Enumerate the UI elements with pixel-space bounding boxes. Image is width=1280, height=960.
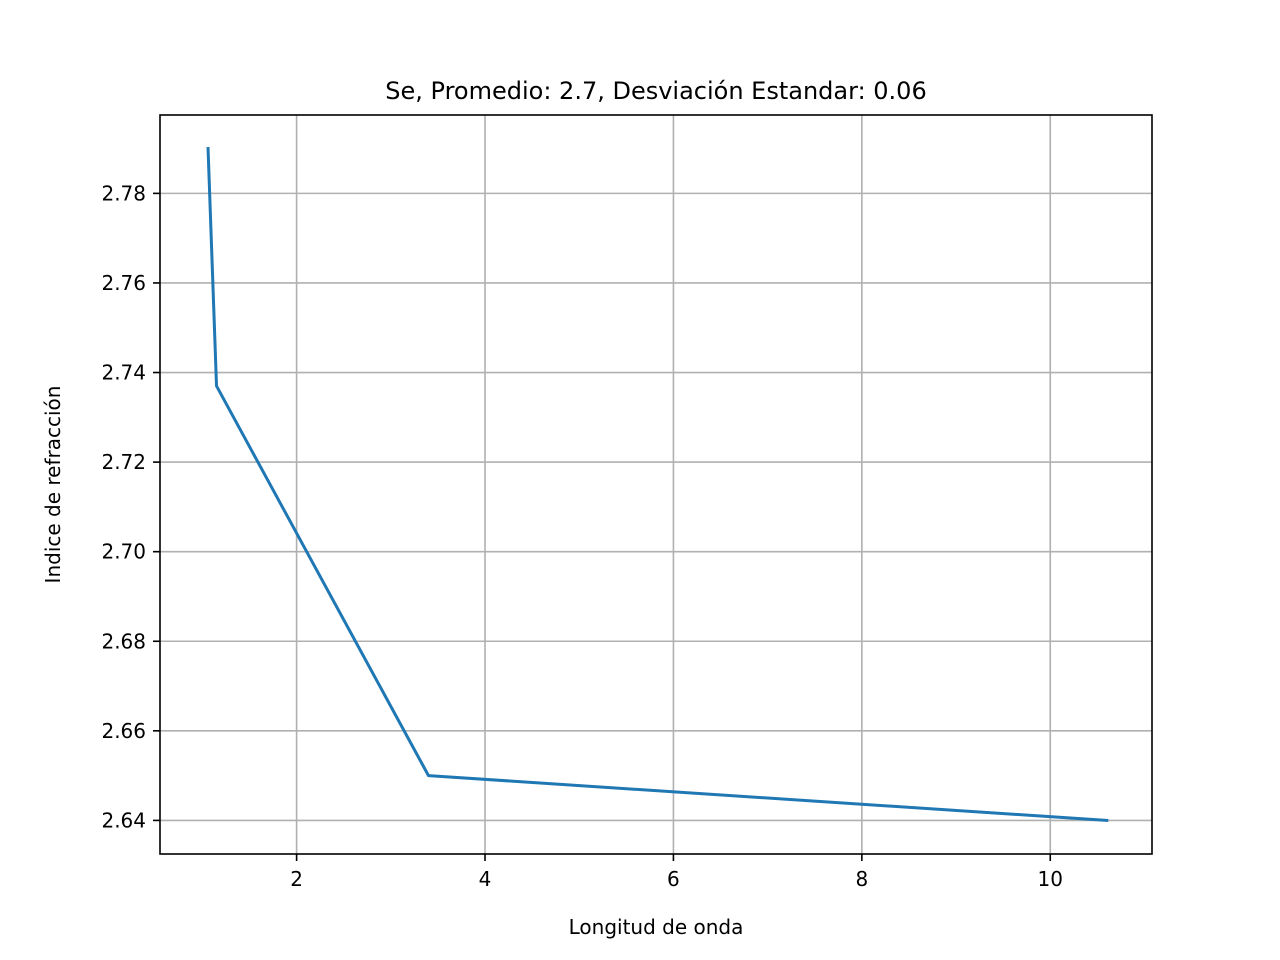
x-tick-label: 2 [290, 867, 303, 891]
y-tick-label: 2.68 [101, 629, 146, 653]
ticks: 2 4 6 8 10 2.64 2.66 2.68 2.70 2.72 2.74 2.76 2.78 [101, 181, 1063, 891]
x-axis-label: Longitud de onda [569, 915, 744, 939]
y-tick-label: 2.70 [101, 540, 146, 564]
y-tick-label: 2.66 [101, 719, 146, 743]
x-tick-label: 4 [479, 867, 492, 891]
y-tick-label: 2.64 [101, 808, 146, 832]
y-tick-label: 2.72 [101, 450, 146, 474]
y-tick-label: 2.78 [101, 181, 146, 205]
chart-title: Se, Promedio: 2.7, Desviación Estandar: … [385, 77, 926, 105]
x-tick-label: 8 [855, 867, 868, 891]
grid [160, 115, 1152, 854]
plot-frame [159, 114, 1153, 855]
y-tick-label: 2.74 [101, 361, 146, 385]
series-layer [206, 147, 1109, 823]
y-tick-label: 2.76 [101, 271, 146, 295]
x-tick-label: 10 [1038, 867, 1063, 891]
series-line [206, 147, 1109, 823]
y-axis-label: Indice de refracción [41, 386, 65, 584]
x-tick-label: 6 [667, 867, 680, 891]
